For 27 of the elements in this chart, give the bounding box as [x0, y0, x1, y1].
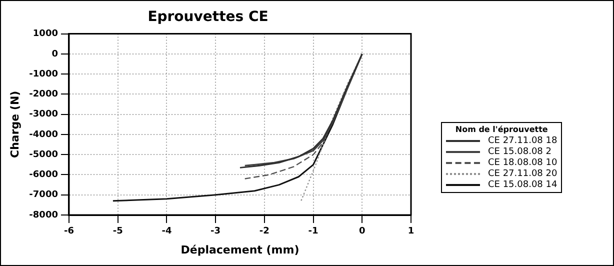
x-tick-label: -6	[64, 226, 74, 237]
x-tick-label: -5	[112, 226, 123, 237]
legend-label: CE 27.11.08 18	[488, 136, 558, 146]
y-tick-label: -7000	[29, 190, 58, 200]
y-tick-label: -5000	[29, 150, 58, 160]
x-tick-label: -4	[162, 226, 172, 237]
legend-label: CE 27.11.08 20	[488, 168, 558, 178]
y-tick-label: -4000	[29, 130, 58, 140]
legend-label: CE 15.08.08 14	[488, 180, 558, 190]
y-tick-label: -6000	[29, 170, 58, 180]
legend-title: Nom de l'éprouvette	[454, 125, 549, 134]
x-tick-label: 1	[408, 226, 414, 237]
legend-label: CE 15.08.08 2	[488, 146, 552, 156]
x-tick-label: -2	[259, 226, 270, 237]
x-axis-title: Déplacement (mm)	[180, 243, 300, 256]
y-tick-label: -2000	[29, 90, 58, 100]
x-tick-label: -1	[308, 226, 318, 237]
y-tick-label: 1000	[32, 29, 58, 40]
y-tick-label: -1000	[29, 69, 58, 80]
y-tick-label: -8000	[29, 210, 58, 220]
y-axis-title: Charge (N)	[8, 90, 22, 158]
chart-title: Eprouvettes CE	[148, 9, 268, 26]
y-tick-label: -3000	[29, 110, 58, 120]
legend-label: CE 18.08.08 10	[488, 158, 558, 168]
y-tick-label: 0	[52, 49, 58, 60]
x-tick-label: -3	[210, 226, 221, 237]
x-tick-label: 0	[359, 226, 366, 237]
